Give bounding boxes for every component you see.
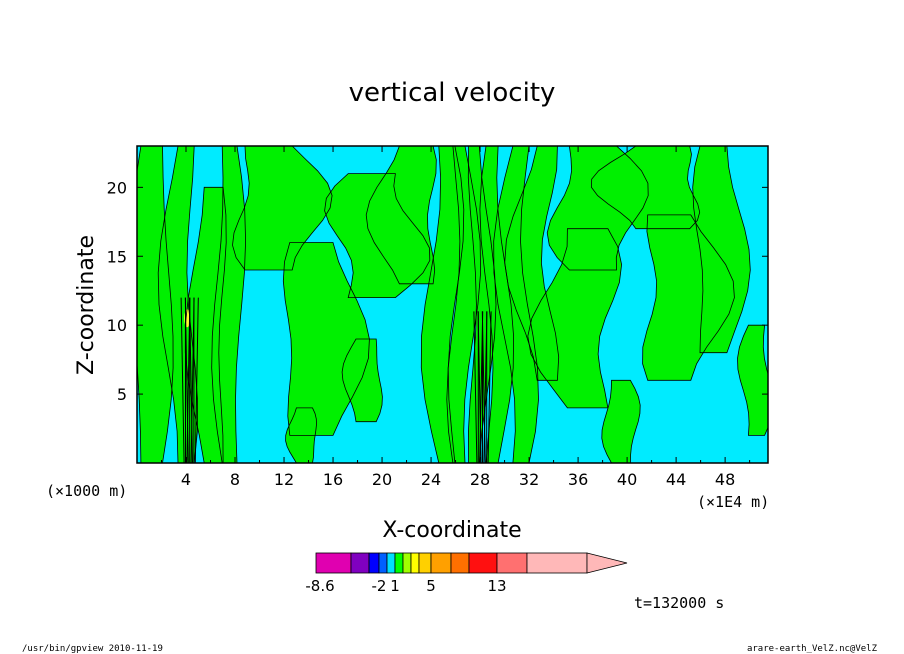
plot-frame: [136, 145, 769, 464]
colorbar-segment: [496, 552, 528, 574]
colorbar-segment: [386, 552, 396, 574]
contour-line: [157, 146, 198, 463]
core-contour: [487, 311, 492, 463]
velocity-field: [137, 146, 768, 463]
contour-line: [590, 146, 701, 230]
x-unit-left: (×1000 m): [46, 482, 127, 500]
x-tick-label: 32: [519, 470, 539, 489]
contour-line: [324, 173, 431, 298]
x-tick-label: 24: [421, 470, 441, 489]
x-axis-label: X-coordinate: [382, 518, 521, 543]
updraft-region: [601, 380, 641, 463]
updraft-region: [158, 146, 198, 463]
colorbar-tick-label: -2: [372, 577, 387, 595]
core-contour: [184, 297, 189, 463]
x-tick-label: 48: [715, 470, 735, 489]
x-tick-label: 40: [617, 470, 637, 489]
plot-area: [136, 145, 769, 464]
chart-title: vertical velocity: [349, 78, 556, 108]
colorbar: [315, 552, 628, 574]
y-tick-label: 10: [107, 316, 127, 335]
updraft-region: [366, 146, 437, 284]
colorbar-extension-arrow: [586, 552, 628, 574]
contour-line: [446, 146, 482, 463]
contour-line: [692, 146, 751, 354]
colorbar-segment: [368, 552, 380, 574]
colorbar-tick-label: -8.6: [305, 577, 334, 595]
colorbar-segment: [315, 552, 352, 574]
contour-line: [282, 242, 370, 436]
colorbar-tick-label: 13: [487, 577, 506, 595]
y-axis-label: Z-coordinate: [74, 235, 99, 375]
contour-line: [232, 146, 333, 271]
x-tick-label: 20: [372, 470, 392, 489]
core-contour: [189, 297, 193, 463]
core-contour: [194, 297, 199, 463]
updraft-region: [692, 146, 751, 353]
core-contour: [473, 311, 478, 463]
x-unit-right: (×1E4 m): [697, 493, 769, 511]
x-tick-label: 44: [666, 470, 686, 489]
contour-line: [642, 214, 735, 381]
contour-line: [546, 146, 649, 271]
footer-right: arare-earth_VelZ.nc@VelZ: [747, 644, 878, 654]
colorbar-segment: [410, 552, 420, 574]
core-contour: [180, 297, 185, 463]
x-tick-label: 12: [274, 470, 294, 489]
colorbar-tick-label: 1: [390, 577, 400, 595]
contour-line: [504, 146, 560, 381]
core-contour: [477, 311, 482, 463]
colorbar-segment: [394, 552, 404, 574]
contour-line: [365, 146, 437, 285]
contour-lines: [137, 146, 768, 463]
contour-line: [527, 228, 623, 409]
updraft-region: [737, 325, 768, 436]
colorbar-segment: [468, 552, 498, 574]
colorbar-segment: [526, 552, 588, 574]
y-tick-label: 20: [107, 178, 127, 197]
x-tick-label: 8: [230, 470, 240, 489]
colorbar-tick-label: 5: [426, 577, 436, 595]
contour-line: [137, 146, 174, 463]
colorbar-segment: [450, 552, 470, 574]
updraft-region: [591, 146, 700, 229]
contour-line: [493, 146, 539, 463]
colorbar-labels: -8.6 -2 1 5 13: [305, 577, 506, 595]
colorbar-segment: [350, 552, 370, 574]
updraft-region: [527, 228, 622, 408]
time-label: t=132000 s: [634, 594, 724, 612]
y-axis-ticks: 5 10 15 20: [107, 178, 768, 404]
y-tick-label: 15: [107, 247, 127, 266]
colorbar-segment: [402, 552, 412, 574]
colorbar-segment: [418, 552, 432, 574]
contour-line: [601, 379, 641, 463]
colorbar-segment: [378, 552, 388, 574]
footer-left: /usr/bin/gpview 2010-11-19: [22, 644, 163, 654]
core-contour: [481, 311, 486, 463]
contour-line: [420, 146, 465, 463]
x-tick-label: 28: [470, 470, 490, 489]
updraft-region: [421, 146, 464, 463]
x-tick-label: 4: [181, 470, 191, 489]
x-axis-ticks: 4 8 12 16 20 24 28 32 36 40 44 48: [161, 146, 751, 489]
contour-line: [285, 407, 317, 463]
updraft-region: [342, 339, 383, 422]
colorbar-segment: [430, 552, 452, 574]
y-tick-label: 5: [117, 385, 127, 404]
contour-line: [211, 146, 247, 463]
x-tick-label: 16: [323, 470, 343, 489]
contour-line: [341, 338, 383, 423]
x-tick-label: 36: [568, 470, 588, 489]
